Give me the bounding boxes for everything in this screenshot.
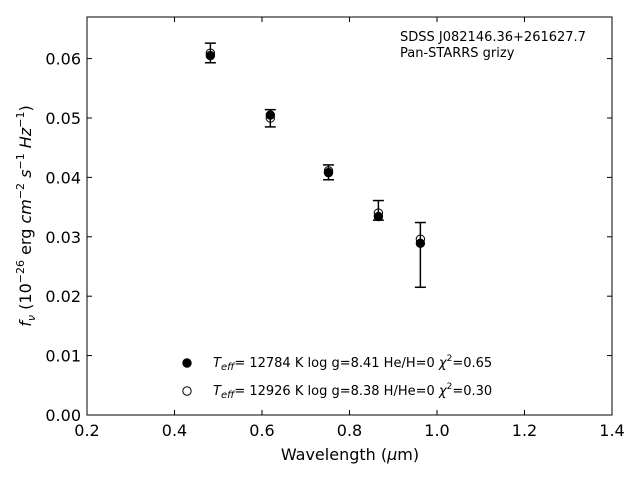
x-tick-label: 1.0 xyxy=(424,421,449,440)
x-tick-label: 0.2 xyxy=(74,421,99,440)
y-tick-label: 0.03 xyxy=(45,228,81,247)
legend-marker-open xyxy=(182,386,192,396)
y-tick-label: 0.05 xyxy=(45,109,81,128)
annotation-line-1: SDSS J082146.36+261627.7 xyxy=(400,30,586,45)
x-tick-label: 0.8 xyxy=(337,421,362,440)
legend-marker-filled xyxy=(182,358,192,368)
annotation-line-2: Pan-STARRS grizy xyxy=(400,46,515,61)
x-tick-label: 0.4 xyxy=(162,421,187,440)
model-point-open xyxy=(373,208,384,218)
x-tick-label: 0.6 xyxy=(249,421,274,440)
y-tick-label: 0.01 xyxy=(45,347,81,366)
x-tick-label: 1.2 xyxy=(512,421,537,440)
y-tick-label: 0.06 xyxy=(45,50,81,69)
legend-label-1: Teff= 12784 K log g=8.41 He/H=0 χ2=0.65 xyxy=(213,354,492,373)
model-point-open xyxy=(265,113,276,123)
legend-label-2: Teff= 12926 K log g=8.38 H/He=0 χ2=0.30 xyxy=(213,382,492,401)
model-point-open xyxy=(415,234,426,244)
error-bars xyxy=(204,42,426,289)
x-ticks: 0.2 0.4 0.6 0.8 1.0 1.2 1.4 xyxy=(74,17,625,440)
y-axis-label: fν (10−26 erg cm−2 s−1 Hz−1) xyxy=(14,105,38,326)
model-point-open xyxy=(323,166,334,176)
legend: Teff= 12784 K log g=8.41 He/H=0 χ2=0.65 … xyxy=(182,354,492,401)
y-tick-label: 0.04 xyxy=(45,168,81,187)
data-points xyxy=(205,48,426,249)
model-point-filled xyxy=(205,50,216,61)
y-ticks: 0.00 0.01 0.02 0.03 0.04 0.05 0.06 xyxy=(45,50,612,425)
y-tick-label: 0.00 xyxy=(45,406,81,425)
x-axis-label: Wavelength (μm) xyxy=(281,445,419,464)
model-point-filled xyxy=(323,167,334,178)
model-point-filled xyxy=(265,110,276,120)
model-point-filled xyxy=(373,211,384,222)
x-tick-label: 1.4 xyxy=(599,421,624,440)
y-tick-label: 0.02 xyxy=(45,287,81,306)
model-point-open xyxy=(205,48,216,58)
